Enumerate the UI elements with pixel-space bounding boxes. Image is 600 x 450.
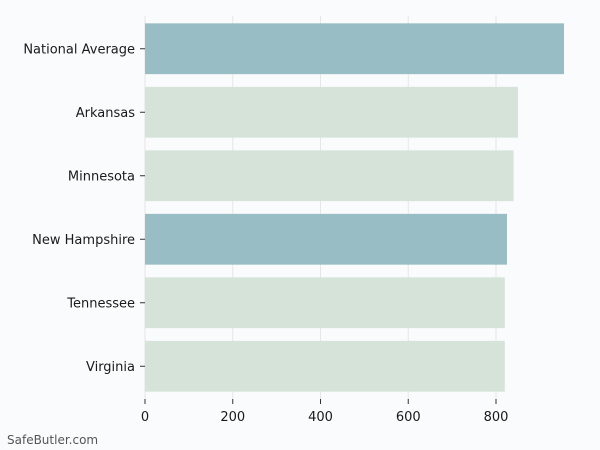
x-tick-label: 200 <box>220 410 245 425</box>
bar <box>145 340 505 392</box>
bar <box>145 277 505 329</box>
bar <box>145 150 514 202</box>
grid-lines <box>144 16 497 399</box>
category-labels: National Average Arkansas Minnesota New Ham… <box>23 42 145 375</box>
bar <box>145 213 507 265</box>
x-tick-label: 800 <box>484 410 509 425</box>
x-tick-label: 400 <box>308 410 333 425</box>
bar <box>145 86 518 138</box>
bars <box>145 23 564 392</box>
category-label: Tennessee <box>66 296 135 311</box>
category-label: Virginia <box>86 360 135 375</box>
watermark: SafeButler.com <box>7 433 99 447</box>
x-axis: 0 200 400 600 800 <box>141 399 509 425</box>
category-label: Arkansas <box>76 106 135 121</box>
category-label: National Average <box>23 42 135 57</box>
x-tick-label: 0 <box>141 410 149 425</box>
category-label: New Hampshire <box>32 233 135 248</box>
x-tick-label: 600 <box>396 410 421 425</box>
bar <box>145 23 564 75</box>
category-label: Minnesota <box>68 169 135 184</box>
